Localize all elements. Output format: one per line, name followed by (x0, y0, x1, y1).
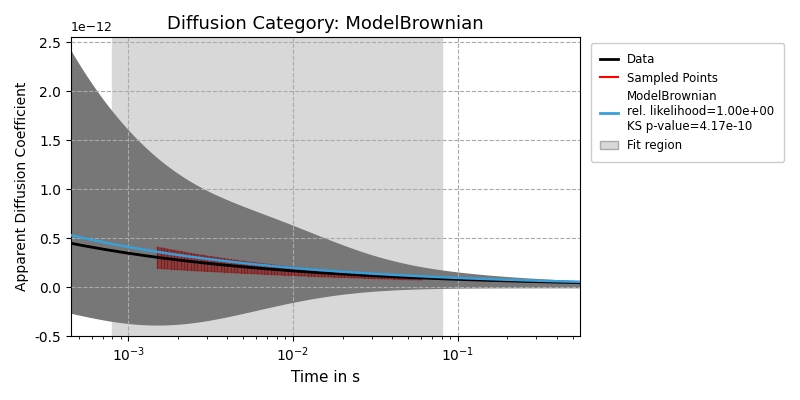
Bar (112, 37, 442, 336)
Title: Diffusion Category: ModelBrownian: Diffusion Category: ModelBrownian (167, 15, 484, 33)
Y-axis label: Apparent Diffusion Coefficient: Apparent Diffusion Coefficient (15, 82, 29, 292)
X-axis label: Time in s: Time in s (291, 370, 360, 385)
Legend: Data, Sampled Points, ModelBrownian
rel. likelihood=1.00e+00
KS p-value=4.17e-10: Data, Sampled Points, ModelBrownian rel.… (590, 43, 784, 162)
Text: 1e−12: 1e−12 (71, 21, 113, 34)
